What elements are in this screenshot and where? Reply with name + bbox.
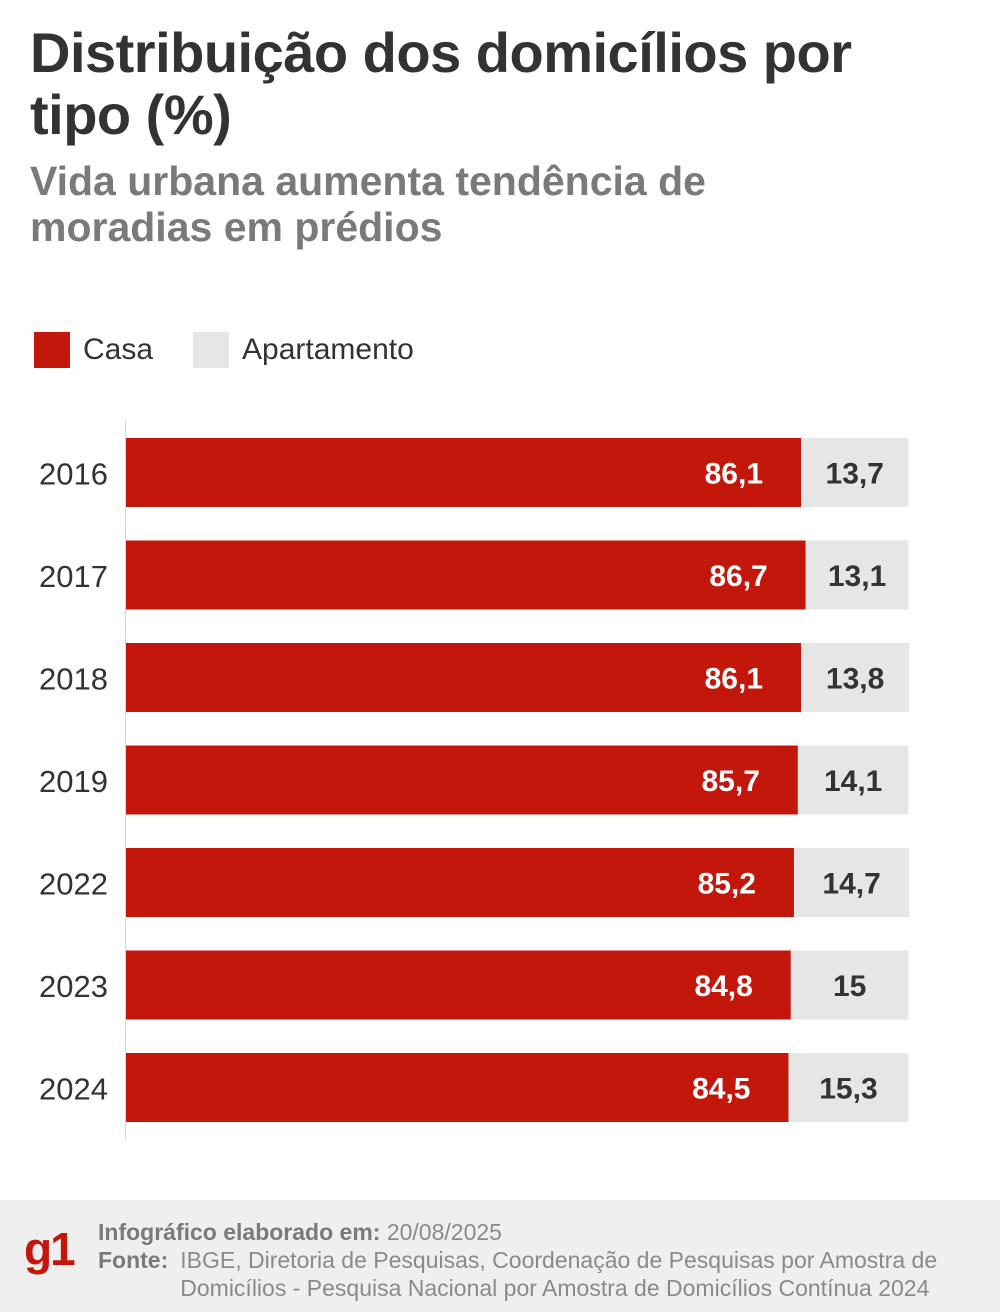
bar-casa-2018 [126, 643, 802, 712]
legend-label-casa: Casa [83, 333, 154, 366]
source-line: Fonte: IBGE, Diretoria de Pesquisas, Coo… [98, 1246, 978, 1302]
bar-apartamento-2016 [801, 438, 909, 507]
year-label-2022: 2022 [39, 867, 108, 902]
bar-apartamento-2017 [805, 540, 909, 610]
value-apartamento-2016: 13,7 [826, 458, 884, 491]
year-label-2017: 2017 [39, 559, 108, 594]
value-apartamento-2018: 13,8 [826, 663, 884, 696]
g1-logo: g1 [24, 1223, 76, 1275]
bar-apartamento-2018 [801, 643, 910, 712]
year-label-2024: 2024 [39, 1072, 108, 1107]
legend: Casa Apartamento [34, 331, 454, 369]
legend-label-apartamento: Apartamento [242, 333, 414, 366]
value-casa-2016: 86,1 [705, 458, 763, 491]
bar-apartamento-2022 [793, 848, 910, 917]
credit-date: 20/08/2025 [386, 1219, 502, 1245]
value-casa-2018: 86,1 [705, 663, 763, 696]
year-label-2019: 2019 [39, 764, 108, 799]
value-apartamento-2024: 15,3 [819, 1073, 877, 1106]
footer: g1 Infográfico elaborado em: 20/08/2025 … [0, 1200, 1000, 1312]
chart-title: Distribuição dos domicílios por tipo (%) [30, 21, 852, 146]
value-casa-2017: 86,7 [709, 560, 767, 593]
value-casa-2023: 84,8 [694, 970, 752, 1003]
value-casa-2019: 85,7 [701, 765, 759, 798]
value-apartamento-2022: 14,7 [822, 868, 880, 901]
source-label: Fonte: [98, 1247, 169, 1273]
value-apartamento-2017: 13,1 [828, 560, 886, 593]
year-label-2018: 2018 [39, 662, 108, 697]
value-casa-2022: 85,2 [698, 868, 756, 901]
credit-label: Infográfico elaborado em: [98, 1219, 381, 1245]
bar-casa-2019 [126, 745, 798, 815]
legend-swatch-apartamento [193, 332, 230, 368]
value-apartamento-2019: 14,1 [824, 765, 882, 798]
bar-apartamento-2023 [790, 950, 909, 1020]
bar-casa-2022 [126, 848, 794, 917]
legend-swatch-casa [34, 332, 70, 368]
year-label-2023: 2023 [39, 969, 108, 1004]
legend-item-casa: Casa [34, 332, 153, 368]
bar-casa-2016 [126, 438, 802, 507]
year-label-2016: 2016 [39, 457, 108, 492]
bar-apartamento-2024 [788, 1053, 909, 1122]
bar-casa-2024 [126, 1053, 789, 1122]
source-text: IBGE, Diretoria de Pesquisas, Coordenaçã… [180, 1247, 938, 1301]
value-casa-2024: 84,5 [692, 1073, 750, 1106]
credit-line: Infográfico elaborado em: 20/08/2025 [98, 1218, 502, 1246]
value-apartamento-2023: 15 [833, 970, 866, 1003]
legend-item-apartamento: Apartamento [193, 332, 414, 368]
bar-casa-2017 [126, 540, 806, 610]
stacked-bar-chart: 2016 86,1 13,7 2017 86,7 13,1 2018 86,1 13,8 2019… [39, 422, 910, 1138]
bar-casa-2023 [126, 950, 791, 1020]
chart-subtitle: Vida urbana aumenta tendência de moradia… [30, 158, 706, 250]
bar-apartamento-2019 [797, 745, 909, 815]
